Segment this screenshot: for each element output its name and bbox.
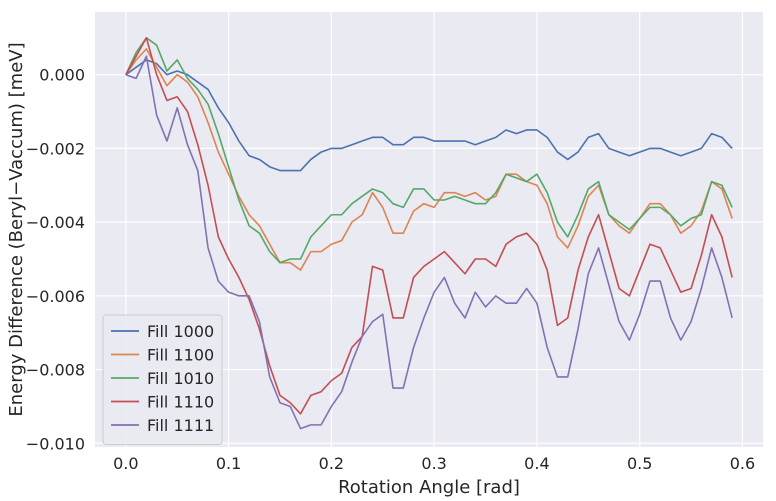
legend-label: Fill 1110 <box>147 393 214 412</box>
x-tick-label: 0.1 <box>216 454 241 473</box>
x-tick-label: 0.0 <box>113 454 138 473</box>
x-tick-label: 0.3 <box>421 454 446 473</box>
series-line-3 <box>125 37 733 264</box>
y-tick-label: −0.006 <box>26 287 85 306</box>
legend-label: Fill 1010 <box>147 369 214 388</box>
legend-label: Fill 1111 <box>147 416 214 435</box>
grid <box>95 12 763 447</box>
x-tick-label: 0.4 <box>524 454 549 473</box>
y-tick-label: −0.010 <box>26 434 85 453</box>
y-tick-label: −0.004 <box>26 213 85 232</box>
legend: Fill 1000 Fill 1100 Fill 1010 Fill 1110 Fill… <box>102 314 223 445</box>
legend-label: Fill 1000 <box>147 322 214 341</box>
x-tick-label: 0.6 <box>730 454 755 473</box>
y-axis-label: Energy Difference (Beryl−Vaccum) [meV] <box>6 42 27 416</box>
series-line-2 <box>125 48 733 271</box>
y-tick-label: −0.002 <box>26 139 85 158</box>
x-tick-label: 0.2 <box>319 454 344 473</box>
series-line-1 <box>125 59 733 172</box>
legend-label: Fill 1100 <box>147 346 214 365</box>
series-lines <box>125 37 733 430</box>
y-tick-label: −0.008 <box>26 361 85 380</box>
legend-box <box>102 314 223 445</box>
series-line-5 <box>125 55 733 430</box>
x-tick-label: 0.5 <box>627 454 652 473</box>
tick-labels: 0.0 0.1 0.2 0.3 0.4 0.5 0.6 0.000 −0.002 −0.004 −0… <box>26 66 755 473</box>
series-line-4 <box>125 37 733 415</box>
y-tick-label: 0.000 <box>39 66 85 85</box>
x-axis-label: Rotation Angle [rad] <box>338 477 520 498</box>
